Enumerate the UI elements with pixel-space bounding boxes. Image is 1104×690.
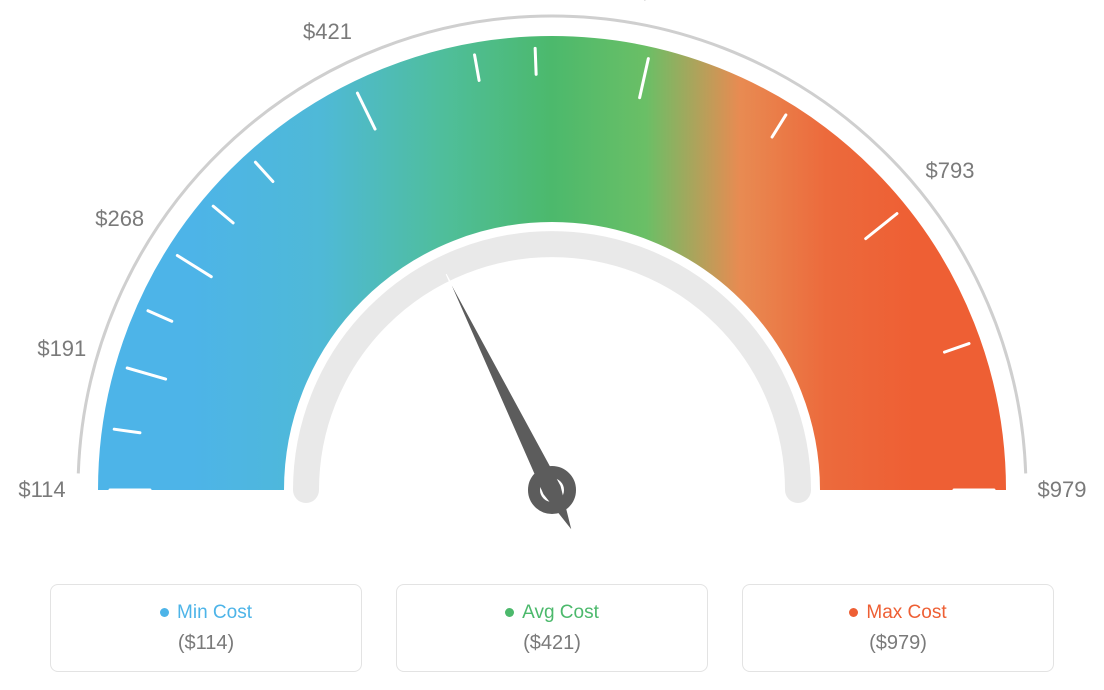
legend-value-min: ($114): [178, 632, 234, 655]
legend-dot-max: [849, 608, 858, 617]
gauge-tick-label: $979: [1038, 477, 1087, 503]
legend-label-avg: Avg Cost: [522, 602, 599, 624]
gauge-tick-label: $268: [95, 206, 144, 232]
gauge-tick-label: $793: [926, 158, 975, 184]
gauge-tick-label: $114: [18, 477, 65, 503]
legend-value-avg: ($421): [523, 632, 581, 655]
legend-dot-min: [160, 608, 169, 617]
legend-value-max: ($979): [869, 632, 927, 655]
legend-label-max: Max Cost: [866, 602, 946, 624]
legend-card-max: Max Cost ($979): [742, 584, 1054, 672]
legend-label-min: Min Cost: [177, 602, 252, 624]
legend-title-max: Max Cost: [849, 602, 946, 624]
gauge-svg: [0, 0, 1104, 560]
legend-row: Min Cost ($114) Avg Cost ($421) Max Cost…: [0, 584, 1104, 672]
cost-gauge: $114 $191 $268 $421 $607 $793 $979: [0, 0, 1104, 560]
legend-title-min: Min Cost: [160, 602, 252, 624]
gauge-tick-label: $421: [303, 19, 352, 45]
legend-card-avg: Avg Cost ($421): [396, 584, 708, 672]
legend-dot-avg: [505, 608, 514, 617]
legend-title-avg: Avg Cost: [505, 602, 599, 624]
gauge-tick-label: $191: [37, 336, 86, 362]
gauge-tick-label: $607: [639, 0, 688, 5]
legend-card-min: Min Cost ($114): [50, 584, 362, 672]
